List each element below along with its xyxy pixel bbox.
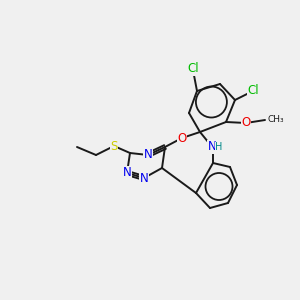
Text: Cl: Cl xyxy=(247,85,259,98)
Text: N: N xyxy=(144,148,152,161)
Text: N: N xyxy=(140,172,148,184)
Text: N: N xyxy=(123,167,131,179)
Text: CH₃: CH₃ xyxy=(267,116,284,124)
Text: S: S xyxy=(110,140,118,152)
Text: O: O xyxy=(242,116,250,130)
Text: O: O xyxy=(177,131,187,145)
Text: Cl: Cl xyxy=(187,62,199,76)
Text: N: N xyxy=(208,140,216,154)
Text: H: H xyxy=(215,142,223,152)
